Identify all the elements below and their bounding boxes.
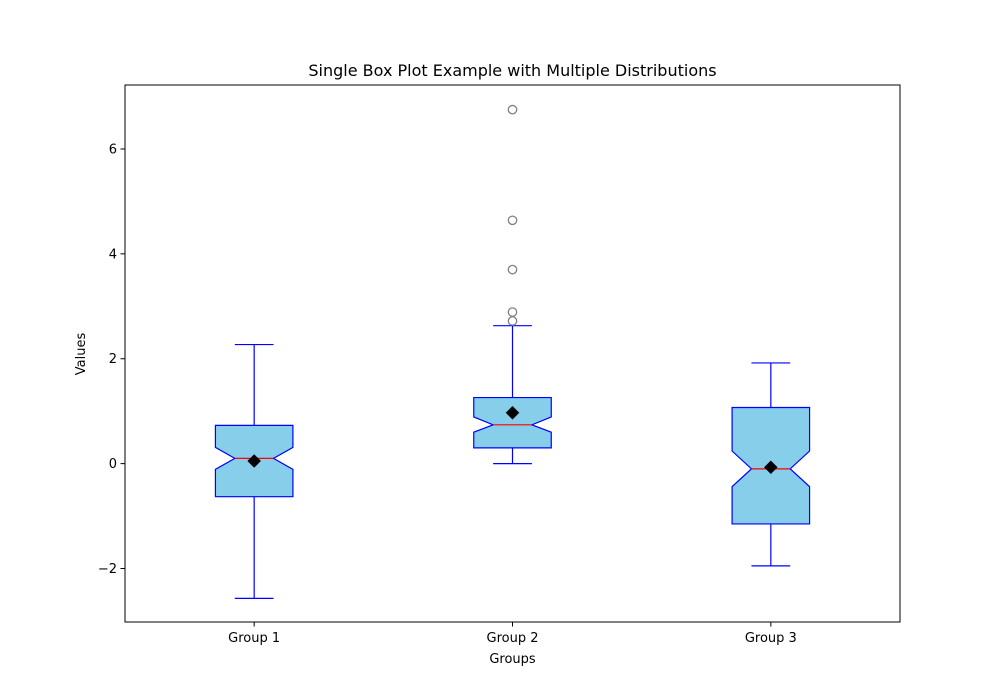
x-tick-label-group-2: Group 2	[487, 631, 539, 646]
outlier-point-group-2-1	[507, 316, 518, 326]
x-tick-label-group-1: Group 1	[228, 631, 280, 646]
box-group-2	[473, 396, 552, 449]
y-axis-label: Values	[74, 333, 89, 376]
plot-area: Group 1 Group 2 Group 3 −2 0 2 4 6	[98, 84, 901, 646]
outlier-point-group-2-5	[507, 104, 518, 115]
x-axis-label: Groups	[489, 652, 536, 667]
outlier-point-group-2-4	[507, 215, 518, 226]
y-tick-label-0: −2	[98, 562, 117, 577]
chart-title: Single Box Plot Example with Multiple Di…	[308, 61, 716, 80]
y-tick-label-1: 0	[109, 457, 117, 472]
mean-marker-group-2	[505, 405, 520, 420]
outlier-point-group-2-3	[507, 264, 518, 275]
outlier-point-group-2-2	[507, 307, 518, 317]
mean-marker-group-1	[247, 454, 262, 468]
plot-frame	[124, 84, 901, 623]
mean-marker-group-3	[763, 460, 778, 475]
y-tick-label-2: 2	[109, 352, 117, 367]
y-tick-label-4: 6	[109, 142, 117, 157]
y-tick-label-3: 4	[109, 247, 117, 262]
x-tick-label-group-3: Group 3	[745, 631, 797, 646]
